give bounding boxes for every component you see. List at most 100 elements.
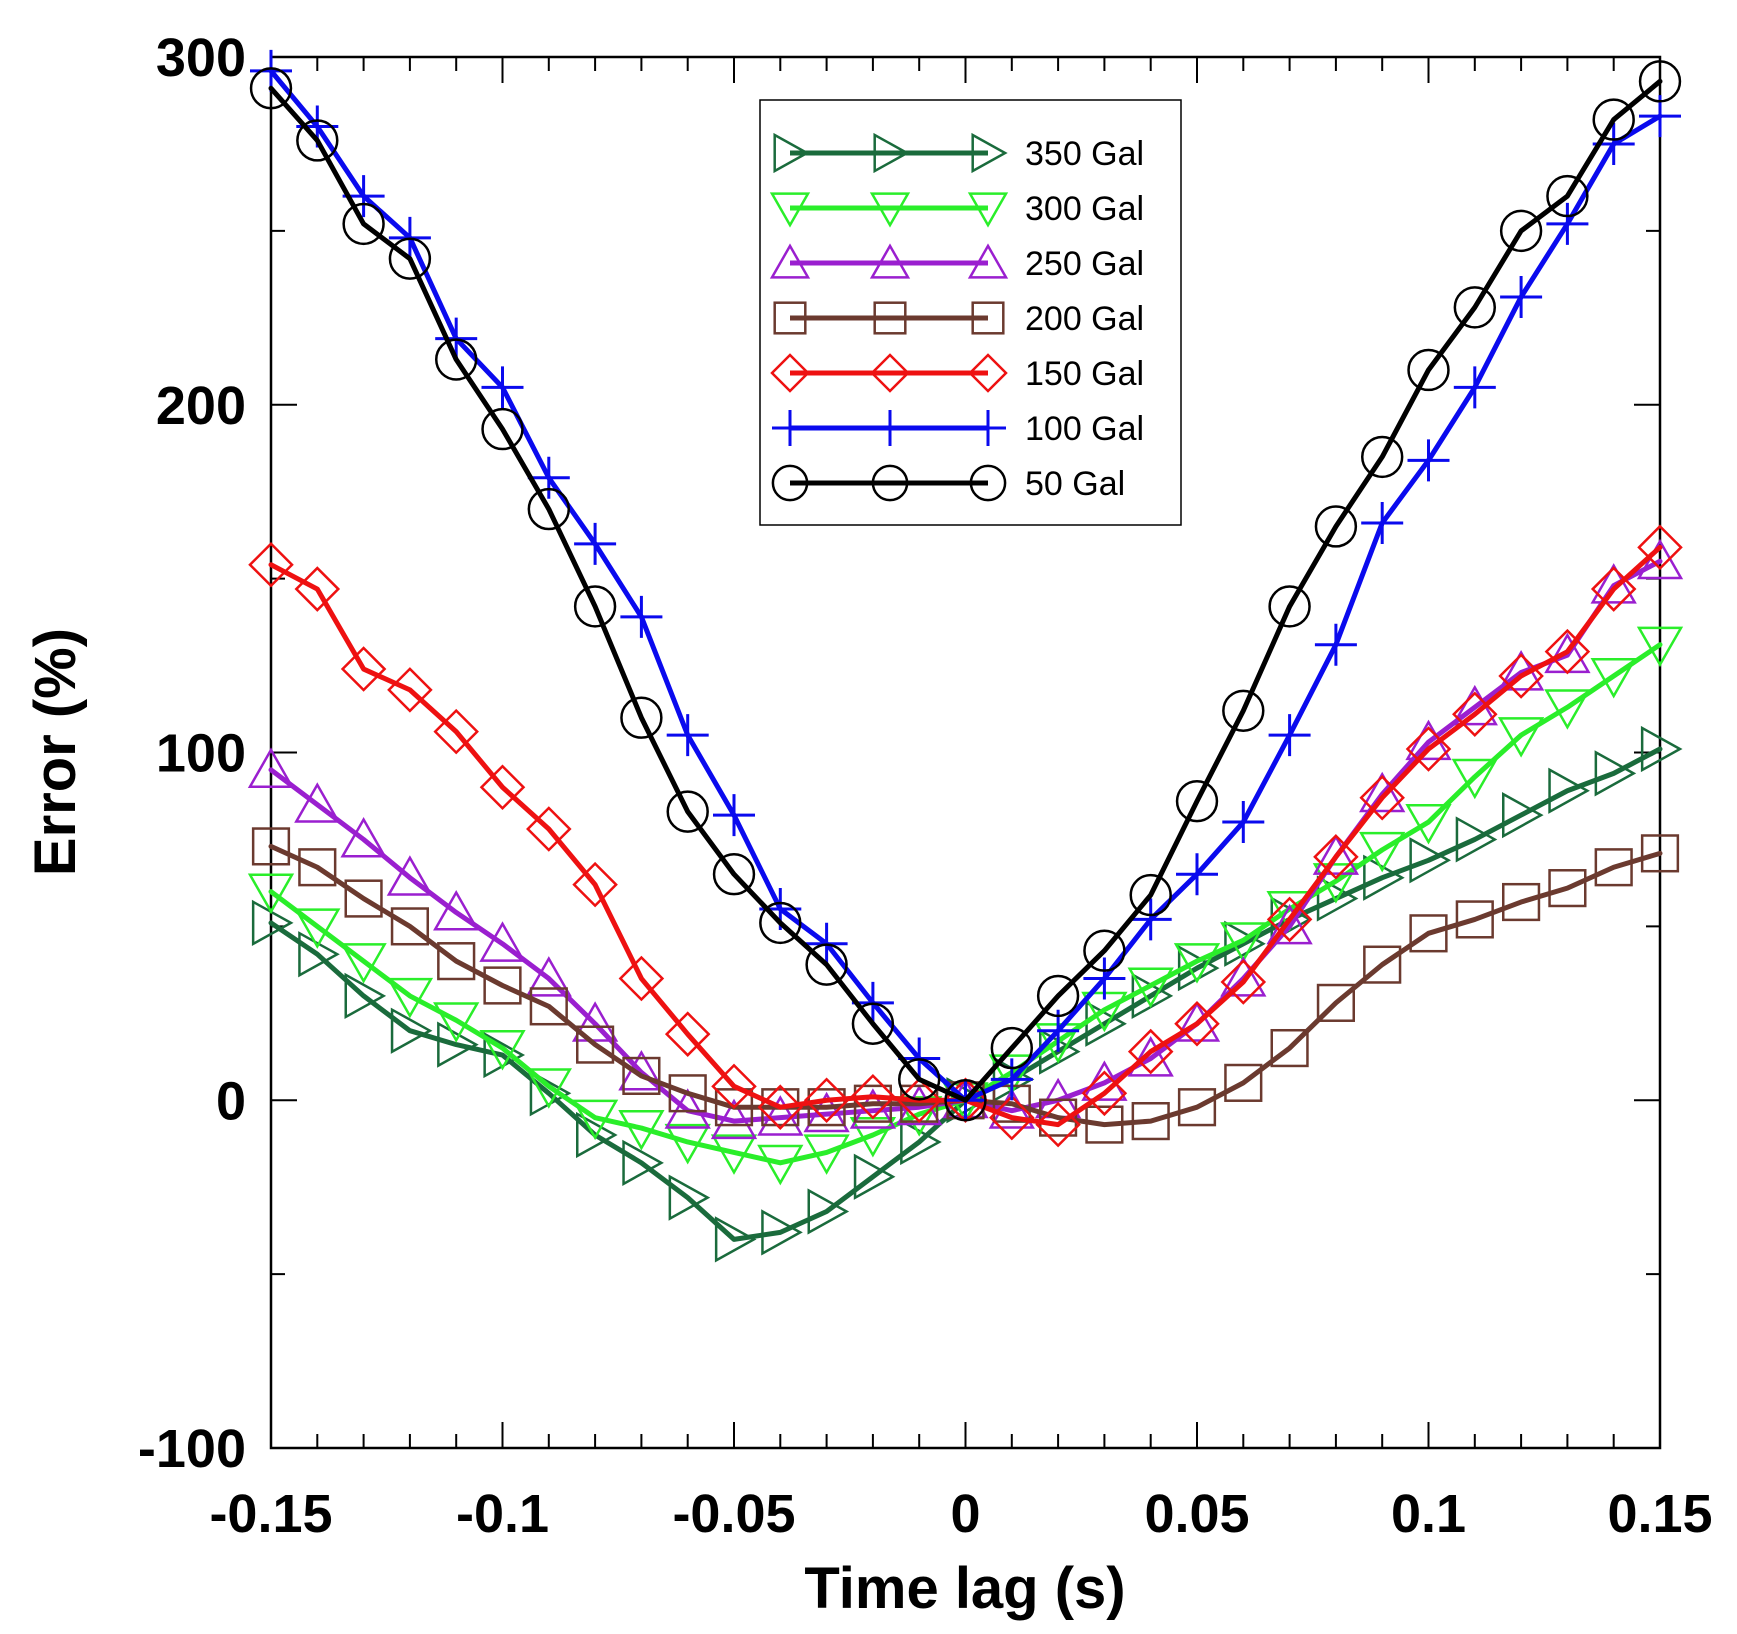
square-marker [761,1088,800,1127]
plus-marker [620,595,663,638]
plus-marker [713,794,755,837]
triangle-right-marker [622,1139,664,1186]
circle-marker [527,487,570,531]
triangle-right-marker [971,132,1008,174]
square-marker [529,987,568,1026]
x-tick-label: 0.05 [1144,1484,1249,1544]
diamond-marker [1405,726,1452,772]
square-marker [971,301,1005,335]
triangle-up-marker [664,1088,711,1129]
triangle-down-marker [1497,717,1545,758]
plus-marker [970,410,1006,446]
triangle-right-marker [1594,750,1637,797]
diamond-marker [1452,691,1498,738]
diamond-marker [757,1084,804,1130]
circle-marker [944,1079,987,1122]
triangle-up-marker [571,1001,619,1042]
square-marker [1409,914,1448,953]
circle-marker [805,943,848,986]
triangle-down-marker [1405,804,1452,845]
x-tick-label: 0 [950,1484,980,1544]
square-marker [1640,834,1680,873]
diamond-marker [1313,834,1359,880]
diamond-marker [1359,774,1405,821]
legend-entry: 50 Gal [771,464,1125,503]
square-marker [390,907,429,946]
triangle-down-marker [1590,657,1637,699]
triangle-down-marker [479,1030,526,1071]
diamond-marker [618,955,665,1002]
triangle-down-marker [710,1134,758,1175]
triangle-right-marker [714,1216,757,1263]
circle-marker [1407,348,1450,392]
triangle-up-marker [849,1088,897,1129]
y-tick-label: 200 [156,376,246,436]
legend-entry: 200 Gal [773,300,1144,338]
circle-marker [759,901,802,945]
square-marker [1177,1088,1217,1127]
plus-marker [1314,623,1357,666]
legend-entries: 350 Gal 300 Gal 250 Gal 200 Gal 150 Gal 100 G… [769,132,1144,503]
triangle-up-marker [1127,1036,1174,1077]
triangle-down-marker [294,908,341,949]
series-50-gal [249,60,1682,1122]
diamond-marker [433,708,479,755]
triangle-up-marker [1312,834,1360,875]
triangle-up-marker [803,1091,850,1133]
plus-marker [1500,275,1543,318]
circle-marker [249,67,293,110]
square-marker [773,301,807,335]
y-tick-labels: -100 0 100 200 300 [138,28,246,1479]
circle-marker [990,1026,1033,1070]
triangle-down-marker [618,1110,665,1151]
circle-marker [1638,60,1682,103]
series-line [268,544,1663,1128]
legend: 350 Gal 300 Gal 250 Gal 200 Gal 150 Gal 100 G… [759,99,1182,526]
triangle-down-marker [967,192,1009,228]
triangle-right-marker [873,132,910,174]
x-axis-title: Time lag (s) [804,1556,1125,1621]
diamond-marker [1590,566,1637,612]
series-150-gal [248,524,1683,1148]
triangle-down-marker [340,943,387,984]
square-marker [1502,882,1541,922]
triangle-down-marker [664,1123,711,1165]
triangle-up-marker [525,956,572,997]
legend-entry: 250 Gal [769,243,1144,283]
plus-marker [1268,714,1311,757]
square-marker [483,966,522,1005]
legend-label: 350 Gal [1025,135,1144,173]
square-marker [1131,1102,1170,1141]
triangle-down-marker [1127,967,1174,1008]
plus-marker [666,714,709,757]
circle-marker [1222,689,1265,732]
x-tick-label: -0.15 [209,1484,332,1544]
diamond-marker [989,1094,1035,1141]
circle-marker [1083,929,1126,972]
circle-marker [435,338,478,381]
triangle-down-marker [1173,943,1221,984]
diamond-marker [711,1063,757,1110]
triangle-down-marker [1544,689,1591,730]
circle-marker [712,853,756,896]
triangle-right-marker [576,1111,618,1159]
circle-marker [1268,585,1311,628]
square-marker [1548,869,1587,908]
diamond-marker [1498,653,1544,699]
legend-entry: 300 Gal [769,190,1144,228]
circle-marker [898,1058,941,1101]
circle-marker [1175,779,1219,823]
square-marker [1085,1105,1124,1144]
x-tick-label: 0.15 [1607,1484,1712,1544]
plus-marker [772,410,808,446]
triangle-up-marker [1359,771,1406,813]
triangle-right-marker [1640,725,1683,773]
plus-marker [1407,439,1450,482]
triangle-right-marker [1316,875,1359,922]
circle-marker [851,1002,895,1045]
triangle-right-marker [251,899,294,947]
x-tick-labels: -0.15 -0.1 -0.05 0 0.05 0.1 0.15 [209,1484,1712,1544]
square-marker [622,1056,661,1096]
circle-marker [1499,209,1543,253]
triangle-up-marker [247,747,295,788]
